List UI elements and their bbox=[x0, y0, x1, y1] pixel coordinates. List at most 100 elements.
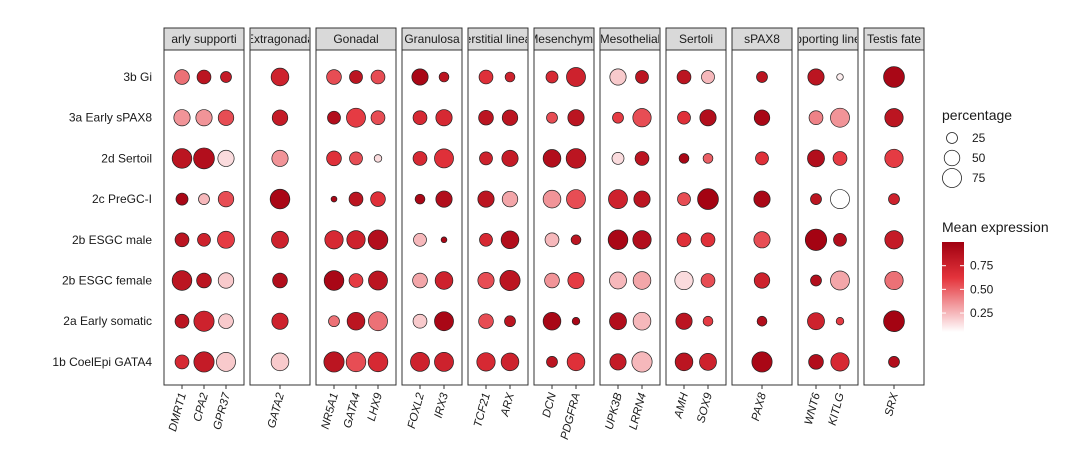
data-dot bbox=[476, 352, 496, 372]
x-tick-label: DCN bbox=[541, 391, 559, 419]
data-dot bbox=[888, 193, 900, 205]
data-dot bbox=[702, 153, 714, 164]
data-dot bbox=[271, 109, 289, 126]
data-dot bbox=[345, 351, 367, 373]
data-dot bbox=[193, 147, 215, 170]
data-dot bbox=[198, 193, 210, 205]
data-dot bbox=[324, 230, 344, 250]
data-dot bbox=[808, 354, 824, 370]
data-dot bbox=[544, 272, 560, 289]
x-tick-label: TCF21 bbox=[472, 392, 493, 429]
data-dot bbox=[751, 351, 773, 373]
data-dot bbox=[501, 190, 519, 208]
data-dot bbox=[807, 149, 825, 168]
data-dot bbox=[478, 69, 494, 85]
data-dot bbox=[196, 69, 212, 85]
data-dot bbox=[883, 66, 905, 88]
row-label: 2c PreGC-I bbox=[92, 192, 152, 206]
panel-frame bbox=[163, 49, 245, 386]
row-labels: 3b Gi 3a Early sPAX8 2d Sertoil 2c PreGC-I 2… bbox=[52, 70, 152, 369]
data-dot bbox=[607, 229, 629, 250]
facet-panel: Gonadal NR5A1 GATA4 LHX9 bbox=[315, 27, 397, 431]
color-legend-label: 0.25 bbox=[970, 306, 994, 320]
data-dot bbox=[804, 228, 828, 251]
data-dot bbox=[753, 190, 771, 208]
data-dot bbox=[171, 270, 193, 291]
panel-frame bbox=[315, 49, 397, 386]
facet-panel: sPAX8 PAX8 bbox=[731, 27, 793, 422]
data-dot bbox=[567, 109, 585, 127]
x-tick-label: UPK3B bbox=[604, 391, 625, 431]
x-tick-label: IRX3 bbox=[433, 391, 451, 419]
panel-frame bbox=[797, 49, 859, 386]
size-legend-key bbox=[946, 132, 958, 144]
panel-frame bbox=[533, 49, 595, 386]
data-dot bbox=[567, 271, 585, 290]
data-dot bbox=[542, 149, 562, 168]
data-dot bbox=[435, 190, 453, 208]
data-dot bbox=[678, 153, 690, 164]
data-dot bbox=[479, 151, 493, 166]
legends: percentage 25 50 75 Mean expression 0.25 0.50 0… bbox=[942, 107, 1049, 332]
facet-title: Testis fate bbox=[867, 32, 921, 46]
color-legend-label: 0.50 bbox=[970, 282, 994, 296]
data-dot bbox=[836, 73, 844, 81]
panel-frame bbox=[249, 49, 311, 386]
x-tick-label: GATA4 bbox=[342, 392, 363, 430]
row-label: 1b CoelEpi GATA4 bbox=[52, 355, 152, 369]
data-dot bbox=[756, 315, 768, 327]
data-dot bbox=[217, 272, 235, 289]
data-dot bbox=[477, 190, 495, 208]
data-dot bbox=[217, 230, 235, 249]
data-dot bbox=[609, 353, 627, 371]
data-dot bbox=[175, 192, 189, 206]
facet-panel: Mesothelial UPK3B LRRN4 bbox=[599, 27, 661, 431]
data-dot bbox=[435, 109, 453, 127]
data-dot bbox=[220, 71, 232, 83]
data-dot bbox=[346, 311, 366, 331]
data-dot bbox=[807, 312, 825, 331]
facet-title: Granulosa bbox=[404, 32, 460, 46]
x-tick-label: FOXL2 bbox=[406, 391, 427, 430]
x-tick-label: DMRT1 bbox=[167, 392, 189, 433]
data-dot bbox=[566, 67, 586, 87]
data-dot bbox=[174, 354, 190, 370]
color-legend-label: 0.75 bbox=[970, 259, 994, 273]
data-dot bbox=[612, 111, 624, 124]
data-dot bbox=[367, 229, 389, 250]
data-dot bbox=[478, 313, 494, 329]
x-tick-label: GATA2 bbox=[266, 391, 287, 429]
panel-frame bbox=[467, 49, 529, 386]
data-dot bbox=[835, 317, 845, 326]
data-dot bbox=[830, 107, 850, 128]
data-dot bbox=[414, 193, 426, 205]
data-dot bbox=[807, 68, 825, 86]
data-dot bbox=[546, 111, 558, 124]
x-tick-label: WNT6 bbox=[803, 391, 823, 426]
data-dot bbox=[753, 231, 771, 249]
facet-title: Extragonada bbox=[246, 32, 314, 46]
data-dot bbox=[499, 270, 521, 291]
data-dot bbox=[883, 310, 905, 332]
data-dot bbox=[174, 69, 190, 85]
data-dot bbox=[434, 148, 454, 169]
data-dot bbox=[367, 351, 389, 373]
data-dot bbox=[348, 273, 364, 288]
data-dot bbox=[217, 109, 235, 126]
facet-panel: arly supporti DMRT1 CPA2 GPR37 bbox=[163, 27, 245, 433]
facet-title: Mesenchyma bbox=[528, 32, 600, 46]
x-tick-label: SRX bbox=[883, 390, 901, 417]
data-dot bbox=[676, 232, 692, 248]
data-dot bbox=[346, 107, 366, 128]
data-dot bbox=[833, 232, 847, 247]
data-dot bbox=[504, 315, 516, 328]
data-dot bbox=[677, 192, 691, 206]
data-dot bbox=[884, 230, 904, 250]
data-dot bbox=[609, 312, 627, 331]
facet-title: arly supporti bbox=[171, 32, 236, 46]
data-dot bbox=[270, 67, 290, 87]
data-dot bbox=[349, 70, 363, 84]
data-dot bbox=[271, 149, 289, 167]
data-dot bbox=[216, 352, 236, 372]
